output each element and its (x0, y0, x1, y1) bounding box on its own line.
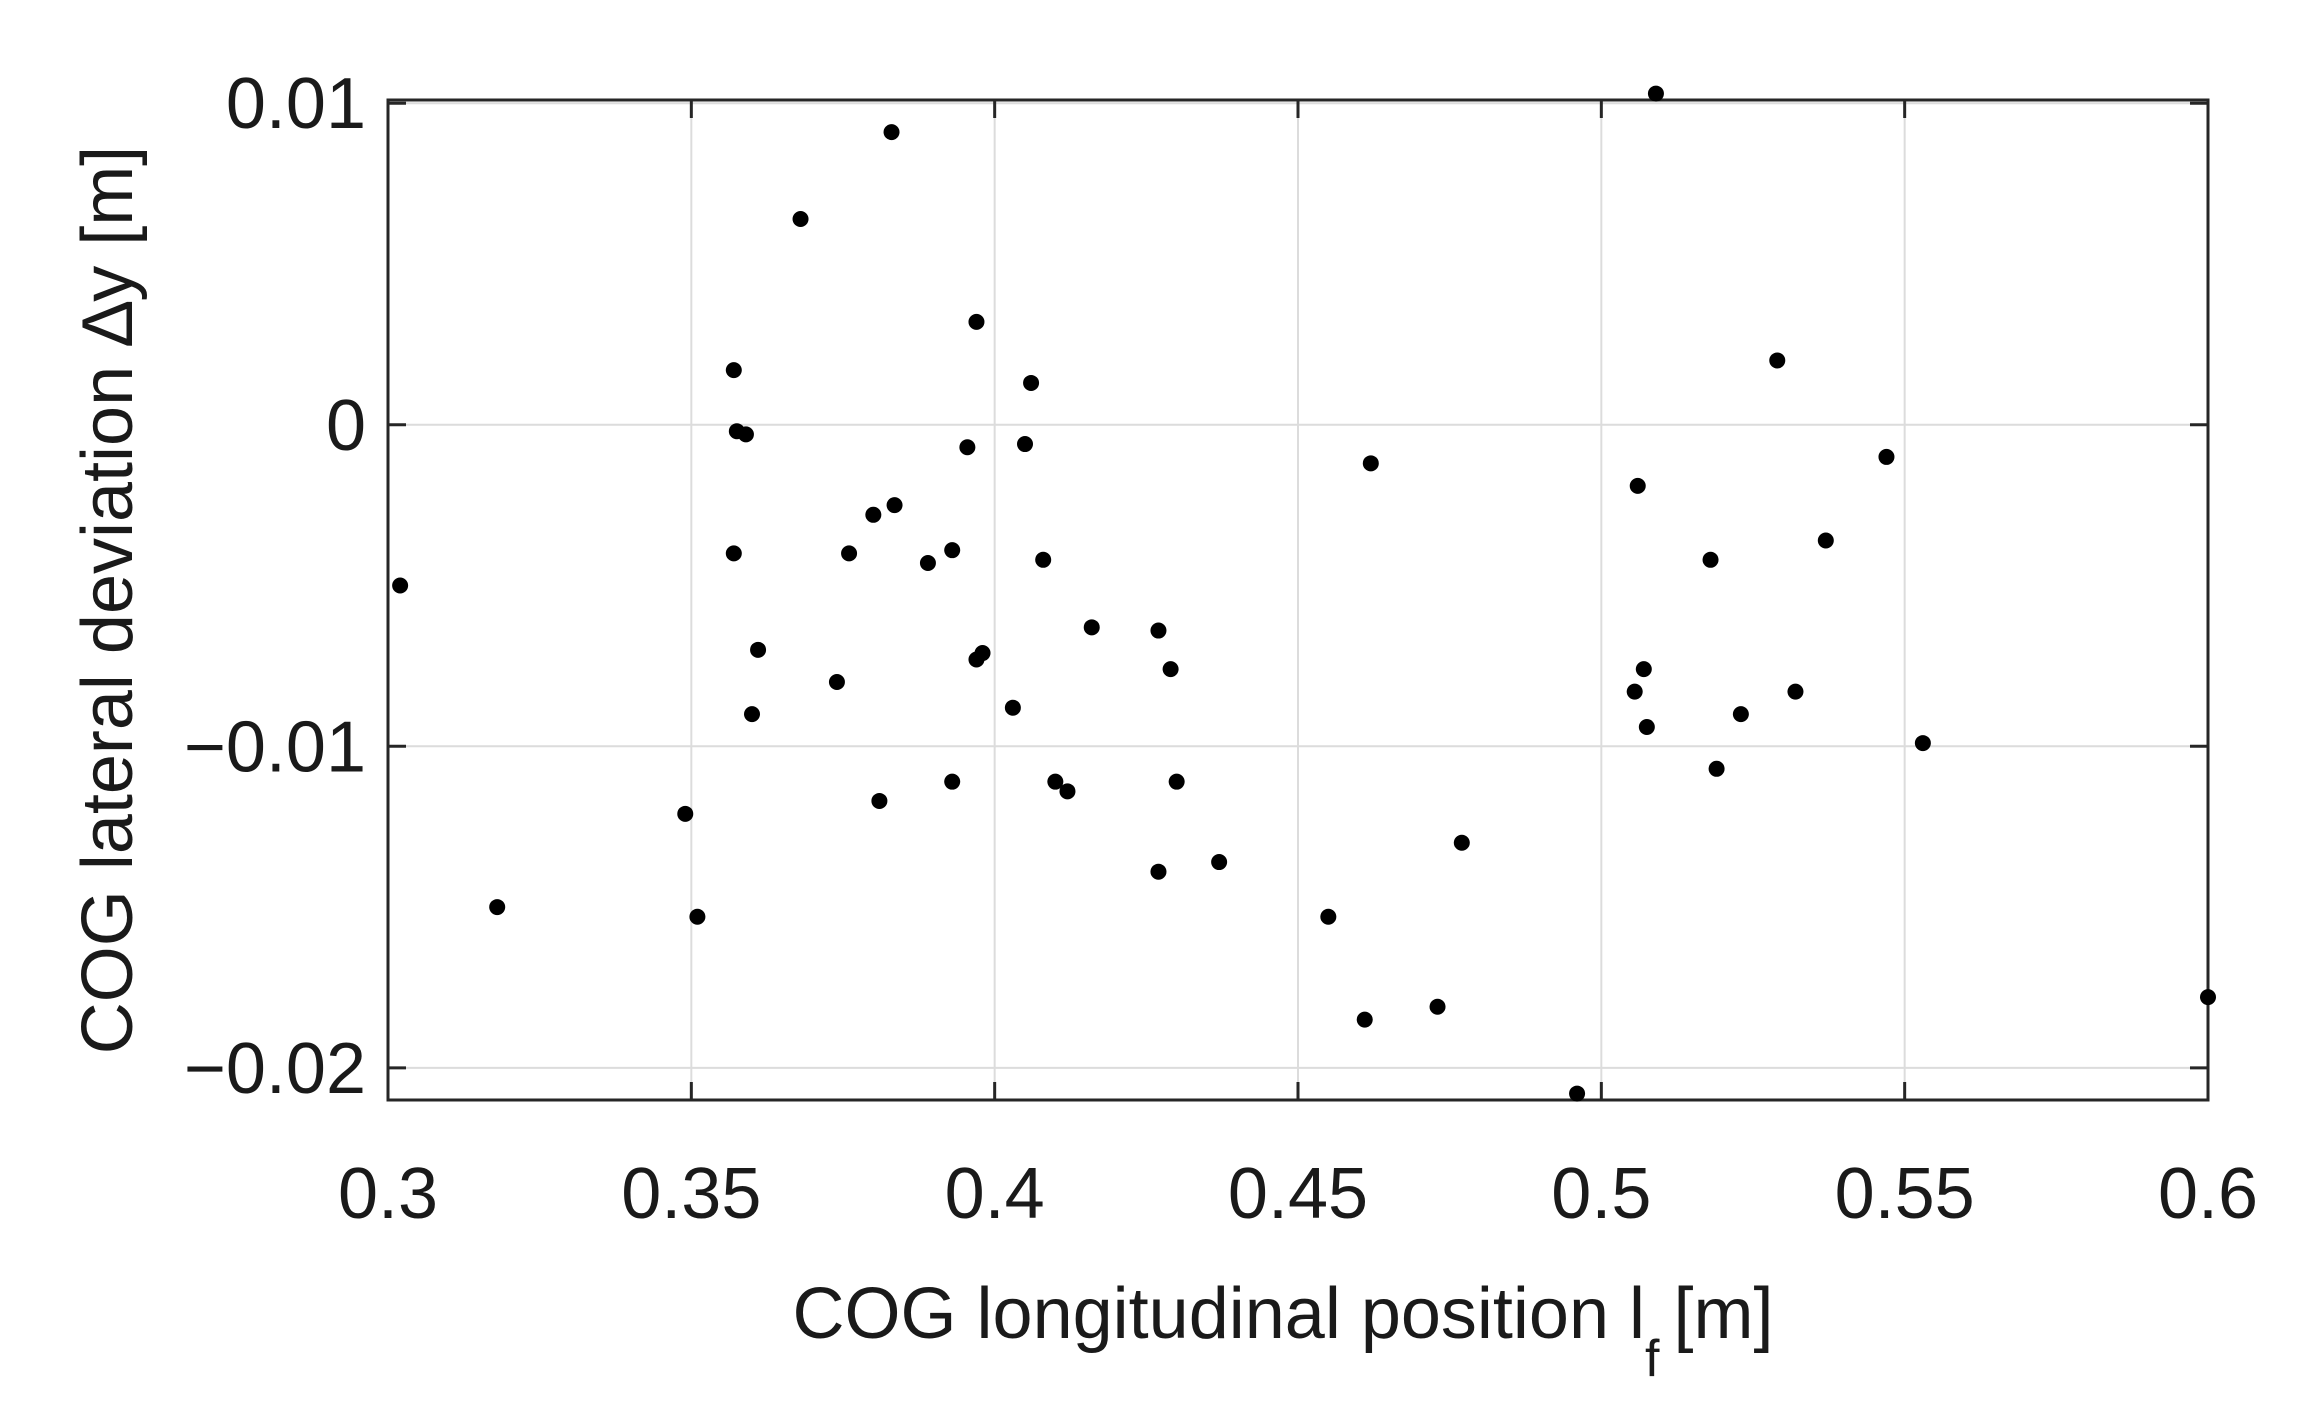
data-point (1047, 773, 1064, 790)
data-point (1004, 699, 1021, 716)
data-point (883, 124, 900, 141)
data-point (1150, 863, 1167, 880)
data-point (959, 439, 976, 456)
data-point (1732, 706, 1749, 723)
data-point (689, 908, 706, 925)
y-axis-label: COG lateral deviation ∆y [m] (68, 146, 148, 1054)
x-tick-label: 0.3 (338, 1154, 438, 1234)
data-point (1453, 834, 1470, 851)
data-point (1059, 783, 1076, 800)
data-point (1787, 683, 1804, 700)
data-point (1035, 551, 1052, 568)
data-point (1083, 619, 1100, 636)
data-point (1769, 352, 1786, 369)
data-point (1429, 998, 1446, 1015)
x-tick-label: 0.5 (1551, 1154, 1651, 1234)
data-point (1023, 374, 1040, 391)
data-point (886, 497, 903, 514)
data-point (750, 641, 767, 658)
data-point (828, 673, 845, 690)
data-point (1320, 908, 1337, 925)
data-point (725, 362, 742, 379)
data-point (1878, 448, 1895, 465)
data-point (968, 313, 985, 330)
data-point (1362, 455, 1379, 472)
data-point (392, 577, 409, 594)
data-point (944, 773, 961, 790)
data-point (1702, 551, 1719, 568)
data-point (744, 706, 760, 723)
x-axis-label-main: COG longitudinal position l (793, 1274, 1645, 1354)
data-point (974, 645, 991, 662)
x-tick-label: 0.45 (1228, 1154, 1368, 1234)
data-point (1017, 436, 1033, 453)
y-tick-label: −0.01 (184, 707, 366, 787)
data-point (677, 805, 694, 822)
x-axis-label: COG longitudinal position lf[m] (793, 1274, 1774, 1388)
data-point (865, 506, 882, 523)
data-point (1629, 477, 1646, 494)
data-point (841, 545, 858, 562)
y-tick-label: 0 (326, 386, 366, 466)
data-point (1150, 622, 1167, 639)
y-tick-label: 0.01 (226, 64, 366, 144)
x-axis-label-unit: [m] (1673, 1274, 1773, 1354)
x-tick-label: 0.6 (2158, 1154, 2258, 1234)
data-point (1569, 1085, 1586, 1102)
tick-labels: 0.3 0.35 0.4 0.45 0.5 0.55 0.6 0.01 0 −0.01 −0.02 (184, 64, 2258, 1234)
data-point (2200, 989, 2216, 1006)
data-point (1647, 85, 1664, 102)
data-point (1626, 683, 1643, 700)
data-point (919, 555, 936, 572)
x-axis-label-subscript: f (1645, 1330, 1660, 1388)
y-tick-label: −0.02 (184, 1029, 366, 1109)
data-point (489, 899, 506, 916)
data-point (725, 545, 742, 562)
data-point (1211, 854, 1228, 871)
data-point (1708, 760, 1725, 777)
data-point (1356, 1011, 1373, 1028)
x-tick-label: 0.55 (1835, 1154, 1975, 1234)
data-point (1914, 735, 1931, 752)
x-tick-label: 0.35 (621, 1154, 761, 1234)
data-point (792, 210, 809, 227)
data-point (1817, 532, 1834, 549)
data-points (392, 85, 2216, 1102)
data-point (737, 426, 754, 443)
data-point (944, 542, 961, 559)
data-point (1162, 661, 1179, 678)
data-point (871, 792, 888, 809)
x-tick-label: 0.4 (945, 1154, 1045, 1234)
data-point (1168, 773, 1185, 790)
data-point (1635, 661, 1652, 678)
data-point (1638, 719, 1655, 736)
axis-ticks (386, 100, 2210, 1100)
